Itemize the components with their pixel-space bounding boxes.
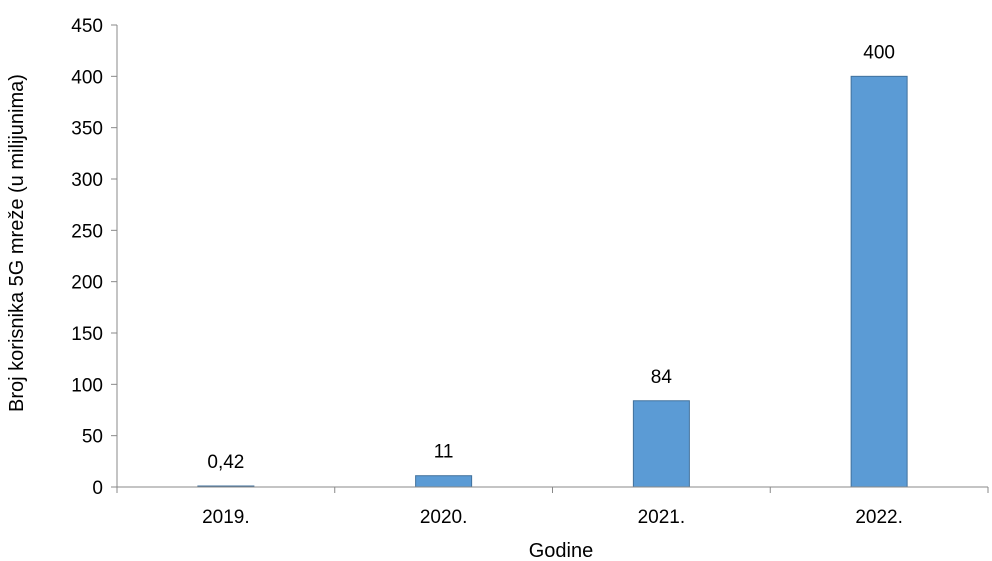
y-tick-label: 450	[71, 16, 103, 37]
bar	[415, 475, 473, 488]
data-label: 84	[651, 367, 673, 388]
y-tick-label: 100	[71, 375, 103, 396]
y-tick-label: 0	[92, 478, 103, 499]
y-tick-label: 150	[71, 324, 103, 345]
bar	[850, 75, 908, 488]
data-label: 400	[863, 42, 895, 63]
y-tick-label: 300	[71, 170, 103, 191]
data-label: 11	[434, 442, 454, 463]
bar	[632, 400, 690, 488]
y-tick-label: 50	[82, 427, 103, 448]
y-tick-label: 250	[71, 221, 103, 242]
x-axis-ticks: 2019. 2020. 2021. 2022.	[116, 487, 989, 528]
x-tick-label: 2020.	[420, 507, 468, 528]
y-tick-label: 400	[71, 67, 103, 88]
y-tick-label: 200	[71, 273, 103, 294]
data-label: 0,42	[207, 452, 244, 473]
y-axis-ticks: 0 50 100 150 200 250 300 350 400 450	[71, 16, 117, 499]
y-tick-label: 350	[71, 119, 103, 140]
data-labels: 0,42 11 84 400	[207, 42, 895, 473]
x-tick-label: 2022.	[855, 507, 903, 528]
bars	[197, 75, 908, 488]
x-tick-label: 2019.	[202, 507, 250, 528]
x-tick-label: 2021.	[638, 507, 686, 528]
x-axis-title: Godine	[529, 540, 594, 561]
y-axis-title: Broj korisnika 5G mreže (u milijunima)	[6, 74, 28, 412]
